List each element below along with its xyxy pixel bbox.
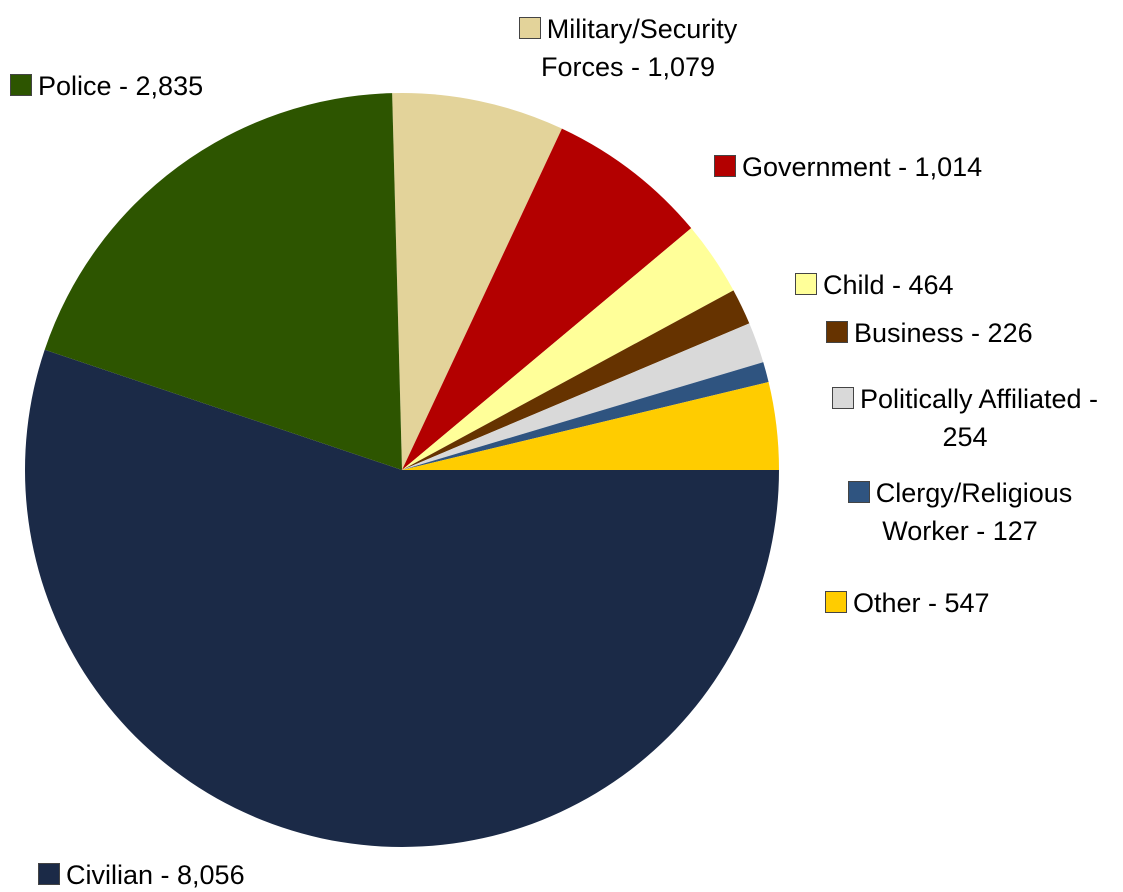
- label-civilian-text: Civilian - 8,056: [66, 860, 245, 890]
- pie-slice-other: [402, 382, 779, 470]
- label-clergy: Clergy/Religious Worker - 127: [830, 474, 1090, 550]
- label-political-text: Politically Affiliated - 254: [859, 384, 1099, 452]
- label-business: Business - 226: [826, 314, 1033, 352]
- label-government: Government - 1,014: [714, 148, 982, 186]
- swatch-government: [714, 155, 736, 177]
- swatch-child: [795, 273, 817, 295]
- swatch-business: [826, 321, 848, 343]
- pie-slice-civilian: [25, 349, 779, 847]
- label-political: Politically Affiliated - 254: [815, 380, 1115, 456]
- label-other: Other - 547: [825, 584, 990, 622]
- label-other-text: Other - 547: [853, 588, 990, 618]
- label-child-text: Child - 464: [823, 270, 954, 300]
- pie-slice-government: [402, 128, 692, 471]
- pie-slice-clergy-religious-worker: [402, 362, 769, 470]
- label-police: Police - 2,835: [10, 67, 203, 105]
- label-police-text: Police - 2,835: [38, 71, 204, 101]
- label-government-text: Government - 1,014: [742, 152, 983, 182]
- pie-slice-business: [402, 290, 750, 470]
- swatch-political: [831, 387, 854, 409]
- swatch-police: [10, 74, 32, 96]
- label-civilian: Civilian - 8,056: [38, 856, 245, 892]
- swatch-other: [825, 591, 847, 613]
- swatch-civilian: [38, 863, 60, 885]
- pie-slice-politically-affiliated: [402, 323, 764, 470]
- label-clergy-text: Clergy/Religious Worker - 127: [875, 478, 1073, 546]
- pie-slice-child: [402, 228, 734, 470]
- pie-slice-military-security-forces: [392, 93, 562, 470]
- label-military: Military/Security Forces - 1,079: [498, 10, 758, 86]
- label-child: Child - 464: [795, 266, 954, 304]
- swatch-military: [518, 17, 541, 39]
- label-military-text: Military/Security Forces - 1,079: [540, 14, 738, 82]
- swatch-clergy: [847, 481, 870, 503]
- pie-slice-police: [44, 93, 402, 470]
- label-business-text: Business - 226: [854, 318, 1033, 348]
